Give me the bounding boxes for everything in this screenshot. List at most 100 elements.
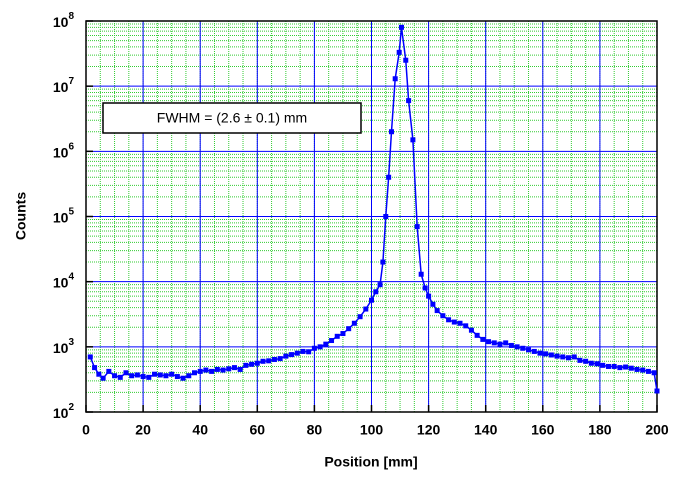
data-point xyxy=(634,366,640,372)
x-axis-label: Position [mm] xyxy=(324,454,417,470)
data-point xyxy=(468,327,474,333)
data-point xyxy=(237,366,243,372)
data-point xyxy=(163,373,169,379)
data-point xyxy=(157,372,163,378)
data-point xyxy=(152,371,158,377)
data-point xyxy=(531,348,537,354)
data-point xyxy=(565,355,571,361)
data-point xyxy=(628,365,634,371)
y-tick-base: 10 xyxy=(53,209,69,225)
y-tick-base: 10 xyxy=(53,340,69,356)
x-tick-label: 40 xyxy=(192,422,208,438)
x-tick-label: 20 xyxy=(135,422,151,438)
y-tick-label: 102 xyxy=(53,402,75,421)
data-point xyxy=(422,285,428,291)
data-point xyxy=(571,354,577,360)
data-point xyxy=(440,313,446,319)
data-point xyxy=(92,365,98,371)
x-tick-label: 100 xyxy=(360,422,384,438)
data-point xyxy=(398,24,404,30)
x-tick-label: 160 xyxy=(531,422,555,438)
data-point xyxy=(180,375,186,381)
data-point xyxy=(266,358,272,364)
data-point xyxy=(134,372,140,378)
data-point xyxy=(463,323,469,329)
data-point xyxy=(169,371,175,377)
data-point xyxy=(203,367,209,373)
data-point xyxy=(383,214,389,219)
data-point xyxy=(474,332,480,338)
y-tick-exponent: 7 xyxy=(68,76,74,87)
data-point xyxy=(426,293,432,299)
data-point xyxy=(277,356,283,362)
data-point xyxy=(497,341,503,347)
data-point xyxy=(129,373,135,379)
data-point xyxy=(254,360,260,366)
data-point xyxy=(410,137,416,143)
x-tick-label: 140 xyxy=(474,422,498,438)
data-point xyxy=(334,333,340,339)
y-tick-base: 10 xyxy=(53,405,69,421)
data-point xyxy=(640,367,646,373)
data-point xyxy=(300,348,306,354)
data-point xyxy=(588,360,594,366)
data-point xyxy=(617,365,623,371)
data-point xyxy=(260,358,266,364)
data-point xyxy=(329,338,335,344)
x-tick-label: 120 xyxy=(417,422,441,438)
data-point xyxy=(396,49,402,55)
data-point xyxy=(140,374,146,380)
data-point xyxy=(623,364,629,370)
y-tick-base: 10 xyxy=(53,274,69,290)
data-point xyxy=(451,319,457,325)
data-point xyxy=(123,370,129,376)
data-point xyxy=(174,374,180,380)
data-point xyxy=(117,374,123,380)
y-tick-label: 105 xyxy=(53,206,75,225)
data-point xyxy=(214,366,220,372)
data-point xyxy=(311,345,317,351)
data-point xyxy=(373,289,379,295)
data-point xyxy=(294,350,300,356)
y-tick-exponent: 4 xyxy=(68,271,74,282)
data-point xyxy=(520,345,526,351)
data-point xyxy=(106,368,112,374)
y-tick-exponent: 5 xyxy=(68,206,74,217)
data-point xyxy=(197,368,203,374)
data-point xyxy=(306,349,312,355)
data-point xyxy=(480,336,486,342)
y-tick-exponent: 6 xyxy=(68,141,74,152)
plot-frame xyxy=(85,20,658,413)
data-point xyxy=(537,350,543,356)
data-point xyxy=(611,363,617,369)
data-point xyxy=(543,351,549,357)
data-point xyxy=(346,326,352,332)
data-point xyxy=(87,354,93,360)
data-point xyxy=(514,344,520,350)
data-point xyxy=(392,76,398,82)
data-point xyxy=(289,352,295,358)
data-point xyxy=(486,339,492,345)
annotation: FWHM = (2.6 ± 0.1) mm xyxy=(157,110,307,126)
y-axis-label: Counts xyxy=(13,192,29,240)
data-point xyxy=(388,129,394,135)
y-tick-exponent: 3 xyxy=(68,336,74,347)
data-point xyxy=(323,341,329,347)
data-point xyxy=(403,57,409,63)
data-point xyxy=(651,370,657,376)
data-point xyxy=(457,320,463,326)
data-point xyxy=(503,340,509,346)
data-point xyxy=(583,358,589,364)
data-point xyxy=(100,375,106,381)
data-point xyxy=(600,362,606,368)
data-point xyxy=(96,371,102,377)
data-point xyxy=(363,306,369,312)
data-line xyxy=(89,27,658,392)
x-tick-label: 80 xyxy=(307,422,323,438)
data-point xyxy=(605,363,611,369)
data-point xyxy=(430,301,436,307)
data-point xyxy=(594,361,600,367)
data-point xyxy=(243,362,249,368)
x-tick-label: 200 xyxy=(645,422,669,438)
